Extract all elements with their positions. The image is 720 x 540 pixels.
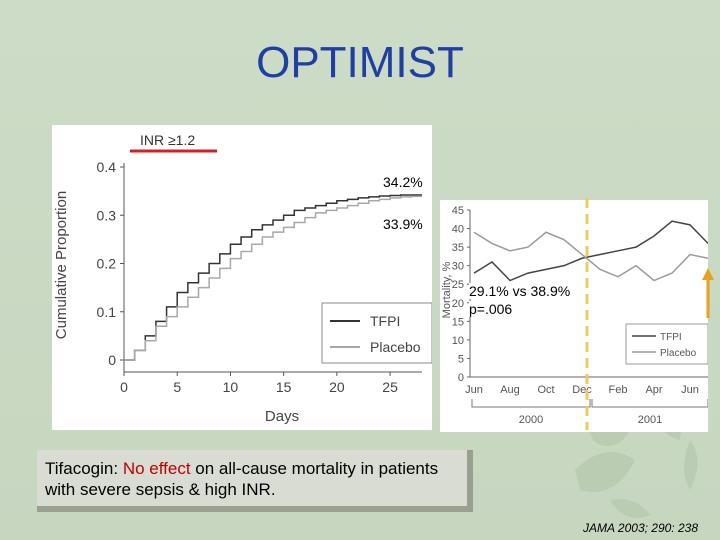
up-arrow-icon <box>702 268 714 318</box>
chart1-x-tick-label: 5 <box>173 379 181 395</box>
chart1-legend-box <box>321 302 433 364</box>
conclusion-emphasis: No effect <box>122 459 191 478</box>
chart1-series-placebo <box>124 195 422 361</box>
chart2-y-tick-label: 5 <box>458 353 464 365</box>
chart1-x-axis-label: Days <box>265 408 299 425</box>
chart2-series-placebo <box>473 231 709 282</box>
conclusion-callout: Tifacogin: No effect on all-cause mortal… <box>37 450 473 512</box>
chart2-x-tick-label: Oct <box>537 384 554 396</box>
chart2-x-tick-label: Apr <box>645 384 662 396</box>
chart2-series-tfpi <box>473 220 709 282</box>
cumulative-proportion-chart: INR ≥1.2 0 0.1 0.2 0.3 0.4 0 5 10 15 20 25 Days Cumul… <box>53 132 433 425</box>
chart1-legend-label: TFPI <box>370 313 400 329</box>
chart1-y-tick-label: 0 <box>108 352 116 368</box>
chart1-y-tick-label: 0.1 <box>97 304 117 320</box>
chart1-x-tick-label: 0 <box>120 379 128 395</box>
chart2-x-tick-label: Jun <box>681 384 699 396</box>
chart1-y-axis-label: Cumulative Proportion <box>53 191 70 339</box>
chart1-y-tick-label: 0.2 <box>97 256 117 272</box>
chart2-x-tick-label: Feb <box>609 384 628 396</box>
chart2-y-tick-label: 35 <box>452 242 464 254</box>
chart2-y-tick-label: 10 <box>452 335 464 347</box>
conclusion-lead: Tifacogin: <box>45 459 119 478</box>
conclusion-rest: on all-cause mortality in patients with … <box>45 459 439 499</box>
chart1-title: INR ≥1.2 <box>140 132 195 148</box>
chart2-y-tick-label: 40 <box>452 224 464 236</box>
chart2-year-label: 2001 <box>638 414 662 426</box>
conclusion-text: Tifacogin: No effect on all-cause mortal… <box>45 458 465 500</box>
chart1-x-tick-label: 20 <box>329 379 345 395</box>
chart2-y-tick-label: 45 <box>452 205 464 217</box>
chart1-y-tick-label: 0.3 <box>97 207 117 223</box>
chart2-year-bracket <box>471 399 591 408</box>
chart2-y-tick-label: 25 <box>452 279 464 291</box>
chart1-x-tick-label: 15 <box>276 379 292 395</box>
left-chart-panel: INR ≥1.2 0 0.1 0.2 0.3 0.4 0 5 10 15 20 25 Days Cumul… <box>52 125 433 430</box>
annotation-tfpi-value: 34.2% <box>383 174 423 190</box>
chart2-y-tick-label: 30 <box>452 261 464 273</box>
citation: JAMA 2003; 290: 238 <box>583 521 698 535</box>
chart2-legend-box <box>625 323 709 365</box>
annotation-mortality-comparison: 29.1% vs 38.9% <box>469 283 571 299</box>
chart2-x-tick-label: Jun <box>465 384 483 396</box>
chart2-x-tick-label: Aug <box>500 384 520 396</box>
chart1-x-tick-label: 25 <box>382 379 398 395</box>
chart2-year-label: 2000 <box>519 414 543 426</box>
chart1-y-tick-label: 0.4 <box>97 159 117 175</box>
chart2-y-axis-label: Mortality, % <box>441 261 453 318</box>
chart2-y-tick-label: 15 <box>452 316 464 328</box>
annotation-p-value: p=.006 <box>469 301 513 317</box>
chart2-y-tick-label: 20 <box>452 298 464 310</box>
chart2-y-tick-label: 0 <box>458 372 464 384</box>
chart1-legend-label: Placebo <box>370 339 421 355</box>
chart2-legend-label: Placebo <box>660 348 697 359</box>
annotation-placebo-value: 33.9% <box>383 216 423 232</box>
chart1-x-tick-label: 10 <box>223 379 239 395</box>
slide-title: OPTIMIST <box>256 38 464 87</box>
chart2-legend-label: TFPI <box>660 332 682 343</box>
